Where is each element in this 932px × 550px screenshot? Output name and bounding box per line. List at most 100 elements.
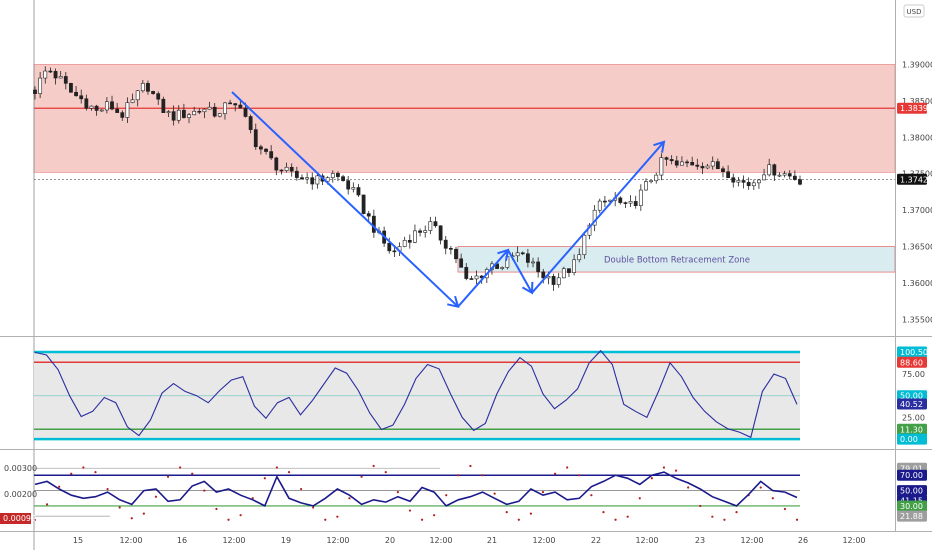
candle[interactable] — [310, 177, 315, 185]
osc-line[interactable] — [34, 471, 798, 508]
candle[interactable] — [454, 248, 458, 260]
candle[interactable] — [736, 180, 741, 183]
candle[interactable] — [777, 174, 782, 177]
candle[interactable] — [120, 112, 125, 118]
candle[interactable] — [402, 240, 407, 247]
candle[interactable] — [705, 165, 710, 169]
candle[interactable] — [787, 173, 792, 177]
candle[interactable] — [74, 91, 78, 97]
candle[interactable] — [413, 230, 417, 243]
candle[interactable] — [602, 200, 607, 203]
candle[interactable] — [207, 106, 212, 110]
candle[interactable] — [146, 83, 150, 92]
candle[interactable] — [79, 95, 84, 100]
candle[interactable] — [351, 187, 356, 190]
candle[interactable] — [649, 180, 654, 183]
arrow-segment[interactable] — [457, 249, 509, 308]
candle[interactable] — [135, 90, 140, 101]
candle[interactable] — [387, 242, 392, 252]
candle[interactable] — [597, 200, 602, 211]
candle[interactable] — [197, 110, 202, 113]
candle[interactable] — [361, 194, 366, 214]
candle[interactable] — [798, 179, 802, 185]
candle[interactable] — [638, 189, 643, 206]
candle[interactable] — [525, 253, 530, 263]
candle[interactable] — [726, 171, 731, 178]
candle[interactable] — [438, 225, 443, 241]
candle[interactable] — [418, 230, 422, 233]
candle[interactable] — [700, 166, 705, 169]
candle[interactable] — [659, 157, 664, 176]
candle[interactable] — [346, 180, 351, 190]
candle[interactable] — [536, 261, 541, 273]
candle[interactable] — [223, 102, 227, 114]
candle[interactable] — [181, 109, 186, 118]
candle[interactable] — [269, 151, 274, 159]
candle[interactable] — [294, 170, 299, 178]
candle[interactable] — [171, 111, 176, 121]
candle[interactable] — [330, 173, 335, 178]
candle[interactable] — [767, 164, 772, 176]
candle[interactable] — [156, 93, 161, 100]
candle[interactable] — [253, 129, 258, 148]
candle[interactable] — [592, 209, 597, 226]
candle[interactable] — [541, 271, 546, 279]
candle[interactable] — [166, 111, 171, 113]
candle[interactable] — [300, 177, 304, 180]
oscillator-axis[interactable]: 0.003000.002000.0009979.0170.0050.0041.1… — [0, 462, 927, 524]
candle[interactable] — [336, 173, 340, 177]
candle[interactable] — [187, 114, 191, 118]
candle[interactable] — [690, 161, 695, 166]
arrow-segment[interactable] — [231, 91, 459, 308]
candle[interactable] — [710, 161, 715, 167]
candle[interactable] — [94, 105, 99, 111]
candle[interactable] — [84, 98, 89, 109]
candle[interactable] — [746, 182, 751, 187]
candle[interactable] — [202, 108, 207, 113]
candle[interactable] — [561, 268, 566, 279]
candle[interactable] — [433, 221, 438, 227]
candle[interactable] — [130, 99, 135, 103]
candle[interactable] — [279, 169, 284, 172]
candle[interactable] — [715, 161, 720, 170]
candle[interactable] — [664, 157, 669, 160]
candle[interactable] — [63, 76, 68, 84]
candle[interactable] — [520, 252, 525, 255]
candle[interactable] — [582, 234, 587, 256]
candle[interactable] — [58, 76, 63, 79]
candle[interactable] — [115, 108, 120, 113]
candle[interactable] — [551, 276, 556, 285]
candle[interactable] — [356, 187, 361, 196]
rsi-pane[interactable] — [34, 349, 800, 441]
candle[interactable] — [577, 254, 582, 261]
candle[interactable] — [464, 267, 469, 279]
candle[interactable] — [274, 157, 279, 171]
candle[interactable] — [685, 161, 689, 164]
candle[interactable] — [243, 107, 248, 117]
candle[interactable] — [325, 177, 330, 182]
rsi-line[interactable] — [34, 349, 798, 439]
candle[interactable] — [43, 70, 48, 79]
candle[interactable] — [407, 240, 412, 243]
candle[interactable] — [567, 268, 571, 273]
candle[interactable] — [69, 83, 73, 93]
candle[interactable] — [366, 213, 371, 217]
candle[interactable] — [371, 215, 376, 233]
candle[interactable] — [176, 109, 181, 121]
candle[interactable] — [238, 104, 243, 109]
arrow-segment[interactable] — [507, 249, 533, 294]
candle[interactable] — [161, 98, 166, 113]
candle[interactable] — [782, 173, 787, 176]
candle[interactable] — [217, 113, 222, 117]
pattern-arrows[interactable] — [231, 91, 666, 309]
candle[interactable] — [228, 102, 233, 105]
candle[interactable] — [618, 197, 623, 203]
candle[interactable] — [315, 175, 320, 185]
candle[interactable] — [233, 103, 238, 106]
candle[interactable] — [500, 267, 505, 269]
candle[interactable] — [125, 102, 130, 118]
candle[interactable] — [392, 250, 397, 253]
candle[interactable] — [428, 221, 433, 231]
candle[interactable] — [284, 166, 289, 171]
